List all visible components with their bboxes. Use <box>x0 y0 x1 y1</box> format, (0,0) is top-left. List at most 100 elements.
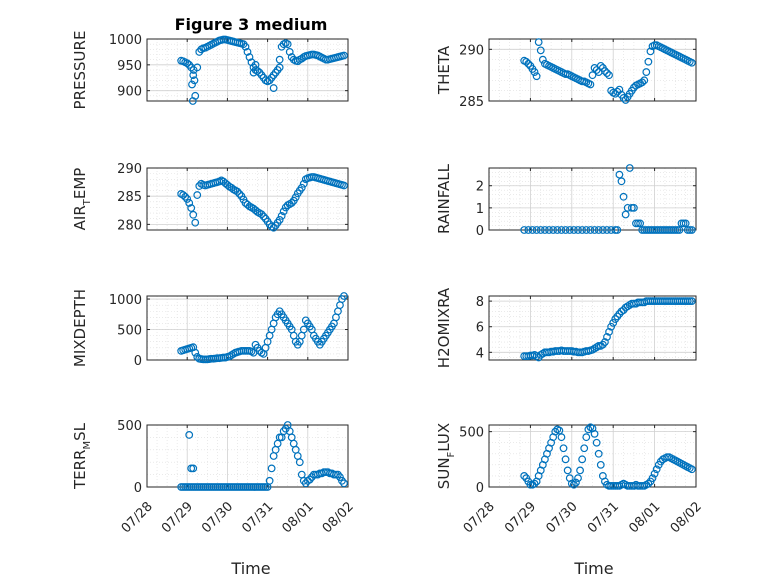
data-point <box>638 78 647 87</box>
data-point <box>580 444 589 453</box>
data-point <box>561 226 570 234</box>
data-point <box>619 192 628 201</box>
y-tick-label: 500 <box>117 419 142 434</box>
subplot-3: 280 285 290 AIRTEMP <box>71 162 349 233</box>
data-point <box>592 438 601 447</box>
y-label-main: AIR <box>71 205 89 230</box>
data-point <box>265 476 274 485</box>
data-point <box>530 479 539 488</box>
data-point <box>183 195 192 203</box>
data-point <box>617 177 626 186</box>
subplot-1: 900 950 1000 PRESSURE <box>71 31 349 110</box>
data-point <box>596 460 605 469</box>
axes-frame <box>146 38 349 102</box>
data-point <box>269 84 278 92</box>
x-tick-label: 07/31 <box>239 499 276 536</box>
y-tick-label: 285 <box>117 190 142 205</box>
data-point <box>188 97 197 105</box>
data-point <box>603 333 611 341</box>
data-point <box>243 48 252 56</box>
x-tick-label: 08/01 <box>280 499 317 536</box>
data-point <box>299 325 308 334</box>
y-axis-label: PRESSURE <box>71 31 89 110</box>
data-point <box>603 69 611 77</box>
data-point <box>245 53 254 61</box>
x-tick-label: 08/01 <box>626 499 663 536</box>
data-point <box>524 226 533 234</box>
data-point <box>590 429 599 438</box>
data-point <box>287 199 296 207</box>
data-point <box>340 292 348 300</box>
y-tick-label: 290 <box>117 162 142 177</box>
data-point <box>297 54 306 63</box>
data-point <box>687 297 696 306</box>
data-point <box>687 58 696 67</box>
y-tick-label: 900 <box>117 85 142 100</box>
y-axis-label: RAINFALL <box>435 163 453 234</box>
data-point <box>251 60 260 69</box>
data-point <box>636 219 645 228</box>
data-point <box>191 348 200 357</box>
data-point <box>275 63 284 72</box>
y-axis-label: H2OMIXRA <box>435 287 453 368</box>
y-label-rest: EMP <box>71 168 89 199</box>
data-point <box>596 61 605 70</box>
data-point <box>185 431 194 439</box>
y-label-rest: SL <box>71 422 89 441</box>
data-point <box>279 207 288 216</box>
data-point <box>233 187 242 196</box>
figure-title: Figure 3 medium <box>175 15 328 34</box>
data-point <box>569 226 578 234</box>
data-point <box>594 226 603 234</box>
data-point <box>190 76 199 85</box>
y-tick-label: 950 <box>117 59 142 74</box>
y-axis-label: SUNFLUX <box>435 423 457 489</box>
data-point <box>524 59 533 68</box>
y-label-subscript: M <box>82 441 93 450</box>
data-point <box>687 465 696 474</box>
data-point <box>191 218 200 227</box>
data-point <box>189 464 198 473</box>
data-point <box>267 464 276 473</box>
data-point <box>340 181 348 190</box>
subplot-6: 4 6 8 H2OMIXRA <box>435 287 697 368</box>
data-point <box>259 212 268 221</box>
axes-frame <box>146 424 349 488</box>
y-tick-label: 500 <box>117 324 142 339</box>
data-point <box>275 215 284 224</box>
data-point <box>299 179 308 188</box>
data-point <box>640 76 649 85</box>
data-point <box>630 203 638 212</box>
data-point <box>681 219 690 228</box>
data-point <box>249 68 258 77</box>
data-point <box>594 449 603 458</box>
y-tick-label: 290 <box>459 43 484 58</box>
y-tick-label: 0 <box>476 224 484 239</box>
data-point <box>530 68 539 76</box>
y-tick-label: 0 <box>476 481 484 496</box>
data-point <box>277 212 286 220</box>
data-point <box>603 226 611 234</box>
data-point <box>235 190 244 198</box>
data-point <box>557 226 566 234</box>
data-point <box>534 38 543 46</box>
y-tick-label: 0 <box>134 354 142 369</box>
data-point <box>687 226 696 234</box>
data-point <box>621 210 630 219</box>
data-point <box>553 226 562 234</box>
data-point <box>338 476 346 485</box>
data-point <box>613 226 622 234</box>
data-point <box>549 226 558 234</box>
y-tick-label: 280 <box>117 218 142 233</box>
data-point <box>601 338 609 346</box>
data-point <box>584 425 593 434</box>
y-label-main: TERR <box>71 450 89 491</box>
data-point <box>625 164 634 172</box>
data-point <box>563 466 572 475</box>
data-point <box>675 226 684 234</box>
x-axis-label-left: Time <box>230 559 270 578</box>
data-point <box>340 51 348 60</box>
data-point <box>538 55 547 64</box>
